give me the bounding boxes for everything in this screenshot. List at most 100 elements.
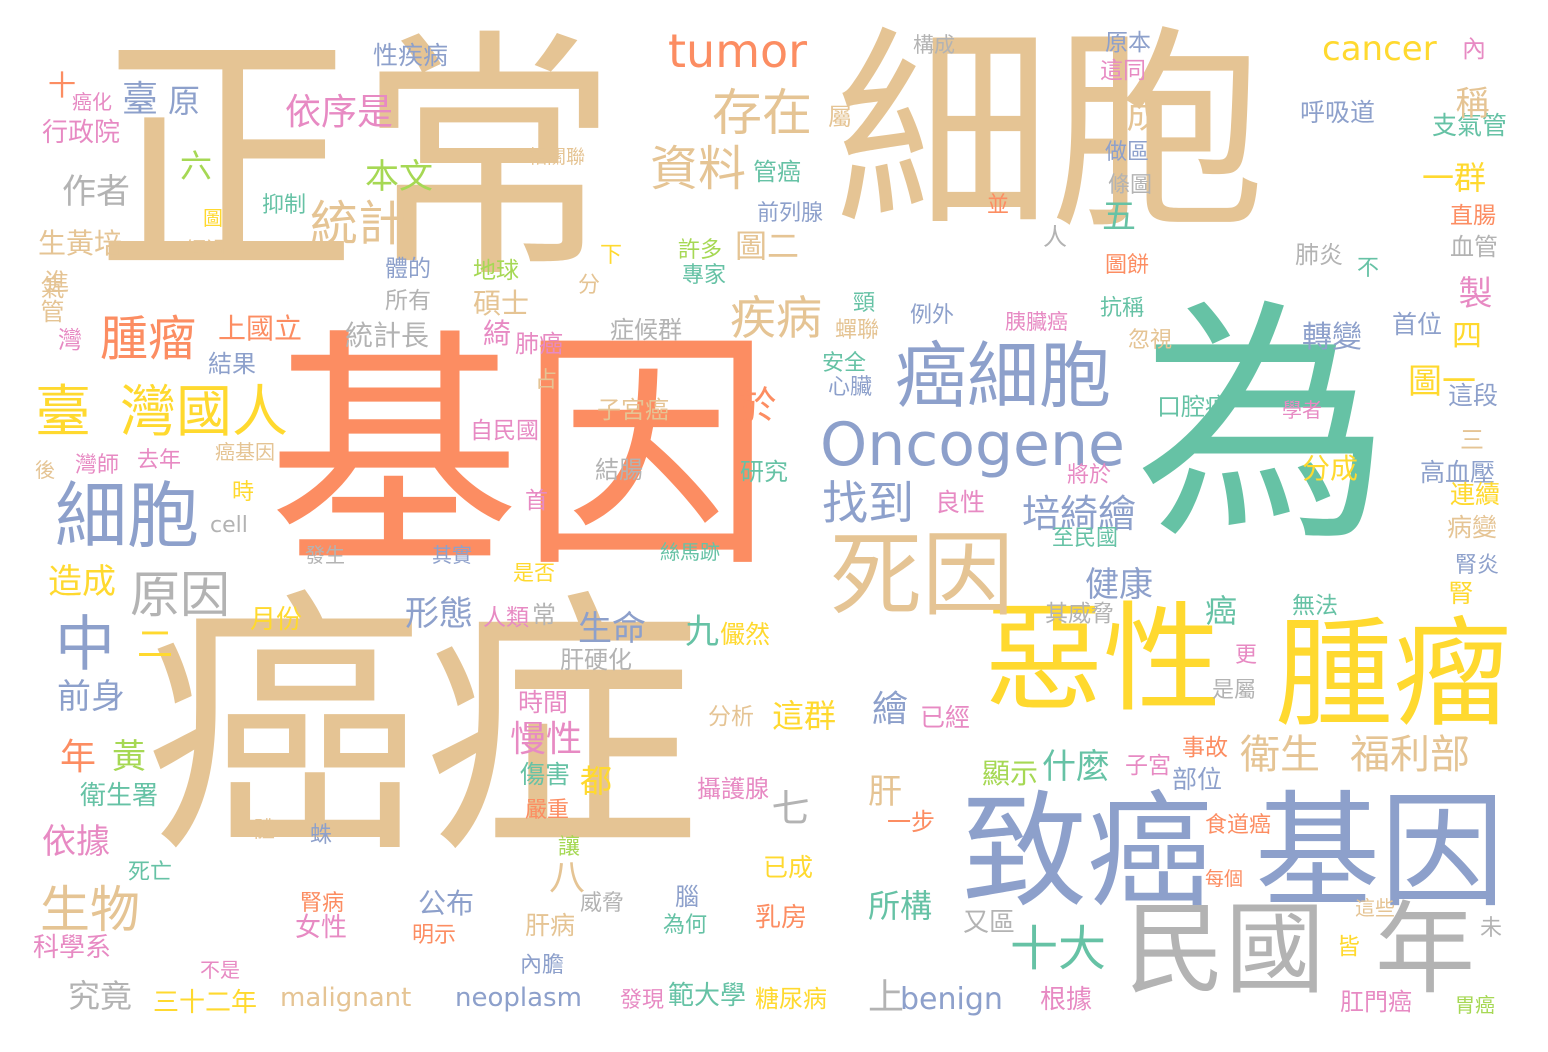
cloud-word: 癌基因 <box>215 440 275 464</box>
cloud-word: 稱 <box>1449 85 1489 119</box>
cloud-word: 臺 <box>122 79 159 120</box>
cloud-word: 肺炎 <box>1295 241 1343 269</box>
cloud-word: 中 <box>55 610 115 680</box>
cloud-word: 造成 <box>48 562 116 602</box>
cloud-word: 是否 <box>513 561 555 585</box>
cloud-word: 月份 <box>250 605 303 635</box>
cloud-word: 病變 <box>1447 513 1498 542</box>
cloud-word: 蛛 <box>310 823 333 848</box>
cloud-word: 十大 <box>1010 921 1107 977</box>
cloud-word: 碩士 <box>473 287 530 320</box>
cloud-word: 讓 <box>558 835 581 860</box>
cloud-word: 絲馬跡 <box>660 540 720 564</box>
cloud-word: 生命 <box>578 609 646 649</box>
cloud-word: 是屬 <box>1212 678 1257 703</box>
cloud-word: 四 <box>1452 319 1482 354</box>
cloud-word: 依序是 <box>285 92 394 133</box>
cloud-word: 食道癌 <box>1205 813 1272 838</box>
cloud-word: 科學系 <box>33 933 112 963</box>
cloud-word: 首 <box>525 488 548 514</box>
cloud-word: 頸 <box>853 291 876 316</box>
cloud-word: 子宮癌 <box>597 396 669 424</box>
cloud-word: 製 <box>1452 275 1492 309</box>
cloud-word: 腫瘤 <box>1275 605 1512 743</box>
cloud-word: 經過 <box>185 238 227 262</box>
cloud-word: 於 <box>732 385 776 423</box>
cloud-word: 乳房 <box>755 903 808 933</box>
cloud-word: 皆 <box>1337 934 1360 960</box>
cloud-word: 上 <box>868 977 905 1018</box>
cloud-word: 明示 <box>412 923 457 948</box>
cloud-word: 存在 <box>712 84 812 142</box>
cloud-word: 不 <box>1357 256 1380 281</box>
cloud-word: 內 <box>1462 35 1486 63</box>
cloud-word: 不是 <box>200 958 240 982</box>
cloud-word: 又區 <box>963 908 1016 938</box>
cloud-word: 統計 <box>310 196 407 252</box>
cloud-word: 二 <box>131 625 172 661</box>
cloud-word: 威脅 <box>580 891 625 916</box>
cloud-word: 未 <box>1480 916 1503 941</box>
cloud-word: 自民國 <box>470 418 539 444</box>
cloud-word: 黃 <box>112 737 146 777</box>
cloud-word: 腦 <box>675 883 699 911</box>
cloud-word: 症候群 <box>610 316 682 344</box>
cloud-word: 年 <box>60 737 97 778</box>
cloud-word: 慢性 <box>510 719 583 760</box>
cloud-word: 研究 <box>740 458 788 486</box>
cloud-word: 肝 <box>868 772 902 812</box>
cloud-word: 口腔癌 <box>1157 393 1229 421</box>
cloud-word: 前身 <box>57 677 125 717</box>
cloud-word: 分析 <box>708 704 754 730</box>
cloud-word: 良性 <box>935 488 986 517</box>
cloud-word: 什麼 <box>1042 747 1110 787</box>
cloud-word: 癌化 <box>72 90 112 114</box>
cloud-word: 無法 <box>1292 593 1338 619</box>
cloud-word: 體 <box>253 818 276 843</box>
cloud-word: 肛門癌 <box>1340 988 1412 1016</box>
cloud-word: 形態 <box>405 594 473 634</box>
cloud-word: 繪 <box>872 689 909 730</box>
cloud-word: 所有 <box>385 288 431 314</box>
cloud-word: 都 <box>580 762 613 800</box>
cloud-word: 結果 <box>208 350 256 378</box>
cloud-word: 體的 <box>385 256 431 282</box>
cloud-word: 血管 <box>1450 233 1498 261</box>
cloud-word: 常 <box>532 601 556 629</box>
cloud-word: 轉變 <box>1302 320 1362 355</box>
cloud-word: 女性 <box>295 913 348 943</box>
cloud-word: 直腸 <box>1450 203 1496 229</box>
cloud-word: 腫瘤 <box>100 311 197 367</box>
cloud-word: 呼吸道 <box>1300 98 1376 127</box>
cloud-word: 發現 <box>620 988 665 1013</box>
cloud-word: 抗稱 <box>1100 296 1145 321</box>
cloud-word: 範大學 <box>668 981 747 1011</box>
cloud-word: neoplasm <box>455 983 582 1013</box>
cloud-word: 氣管 <box>36 275 64 323</box>
cloud-word: 每個 <box>1205 868 1244 890</box>
cloud-word: cancer <box>1322 29 1437 69</box>
cloud-word: 這群 <box>772 697 837 735</box>
cloud-word: 蟬聯 <box>835 318 880 343</box>
cloud-word: 三 <box>1460 426 1484 454</box>
cloud-word: 原 <box>168 82 201 120</box>
cloud-word: 管癌 <box>753 158 801 186</box>
cloud-word: 生物 <box>40 881 140 939</box>
cloud-word: 分 <box>578 273 601 298</box>
cloud-word: 灣 <box>58 326 82 354</box>
cloud-word: 高血壓 <box>1420 458 1496 487</box>
cloud-word: malignant <box>280 983 412 1013</box>
cloud-word: 其威脅 <box>1045 601 1114 627</box>
cloud-word: 圖二 <box>735 227 800 265</box>
cloud-word: 分成 <box>1302 452 1359 485</box>
cloud-word: 肝病 <box>525 911 576 940</box>
cloud-word: 腎 <box>1445 580 1474 605</box>
cloud-word: 這些 <box>1355 896 1395 920</box>
cloud-word: 忽視 <box>1128 328 1173 353</box>
cloud-word: 許多 <box>678 238 723 263</box>
cloud-word: 儼然 <box>720 620 771 649</box>
cloud-word: 八 <box>543 858 584 894</box>
cloud-word: 支氣管 <box>1432 111 1508 140</box>
cloud-word: 肺癌 <box>515 330 563 358</box>
cloud-word: 六 <box>180 147 213 185</box>
